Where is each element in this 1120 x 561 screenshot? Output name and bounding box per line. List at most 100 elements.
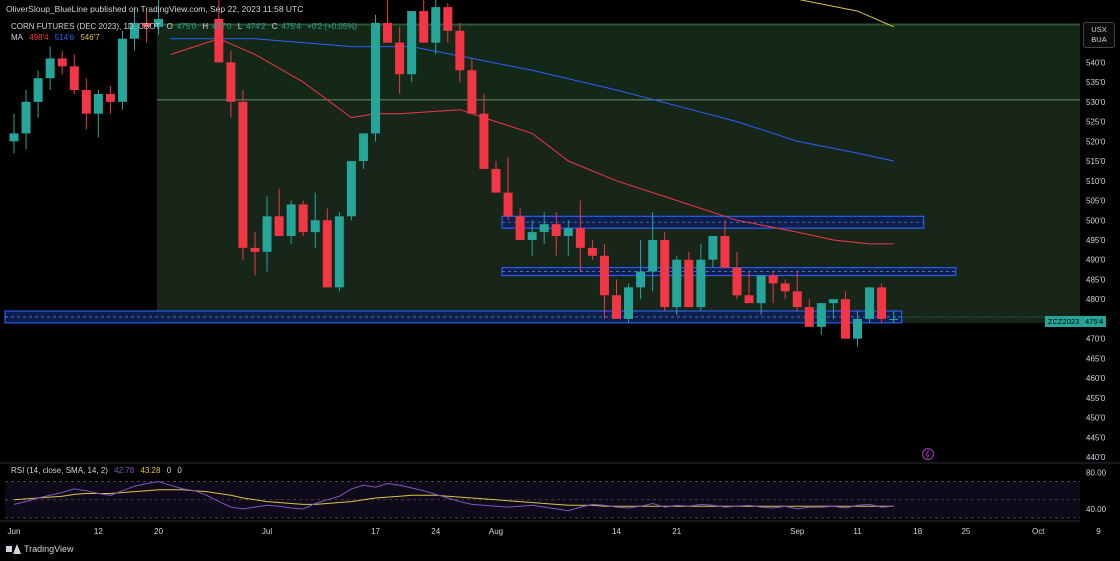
y-tick-label: 520'0	[1086, 137, 1106, 146]
candle-body	[575, 228, 585, 248]
y-tick-label: 490'0	[1086, 256, 1106, 265]
candle-body	[612, 295, 621, 319]
rsi-tick-label: 80.00	[1086, 469, 1107, 478]
y-tick-label: 540'0	[1086, 58, 1106, 67]
candle-body	[443, 7, 453, 31]
x-tick-label: Aug	[489, 527, 503, 536]
rsi-line	[13, 481, 894, 512]
candle-body	[865, 287, 875, 319]
ohlc-close-label: C	[271, 22, 278, 31]
x-tick-label: 20	[154, 527, 163, 536]
candle-body	[371, 22, 380, 134]
candle-body	[889, 318, 899, 320]
candle-body	[587, 247, 597, 256]
y-tick-label: 495'0	[1086, 236, 1106, 245]
x-tick-label: 25	[961, 527, 970, 536]
candle-body	[816, 303, 826, 327]
candle-body	[142, 22, 152, 27]
candle-body	[431, 7, 441, 43]
candle-body	[57, 58, 67, 67]
candle-body	[624, 287, 634, 319]
ohlc-high: 477'0	[212, 22, 232, 31]
candle-body	[539, 224, 549, 233]
candle-body	[804, 307, 814, 327]
rsi-ma-value: 43.28	[140, 466, 161, 475]
x-tick-label: Jun	[8, 527, 21, 536]
candle-body	[286, 204, 296, 237]
symbol-legend: CORN FUTURES (DEC 2023), 1D, CBOT O 475'0…	[11, 22, 361, 31]
y-tick-label: 450'0	[1086, 414, 1106, 423]
ohlc-open-label: O	[166, 22, 173, 31]
y-tick-label: 440'0	[1086, 453, 1106, 462]
candle-body	[780, 283, 790, 292]
tradingview-logo[interactable]: TradingView	[6, 544, 74, 554]
ohlc-low: 474'2	[246, 22, 266, 31]
y-tick-label: 455'0	[1086, 394, 1106, 403]
candle-body	[720, 236, 730, 268]
x-tick-label: Jul	[262, 527, 272, 536]
rsi-title[interactable]: RSI (14, close, SMA, 14, 2)	[11, 466, 108, 475]
ma-legend: MA 498'4 514'6 546'7	[11, 33, 104, 42]
candle-body	[756, 275, 766, 304]
candle-body	[467, 70, 477, 114]
candle-body	[828, 299, 838, 304]
ma-label[interactable]: MA	[11, 33, 23, 42]
candle-body	[527, 232, 537, 240]
ohlc-close: 475'4	[281, 22, 301, 31]
candle-body	[491, 168, 501, 193]
candle-body	[322, 220, 332, 288]
candle-body	[708, 236, 718, 260]
symbol-price-tag: ZCZ2023	[1045, 316, 1083, 327]
currency-line1: USX	[1091, 25, 1107, 34]
rsi-ma-line	[13, 489, 894, 507]
currency-line2: BUA	[1091, 35, 1107, 44]
ma100-line	[170, 38, 894, 162]
candle-body	[563, 228, 573, 237]
range-box-lower	[157, 101, 1080, 323]
candle-body	[479, 113, 489, 169]
y-tick-label: 535'0	[1086, 78, 1106, 87]
candle-body	[21, 101, 31, 134]
rsi-legend: RSI (14, close, SMA, 14, 2) 42.78 43.28 …	[11, 466, 186, 475]
candle-body	[33, 78, 43, 102]
candle-body	[69, 66, 79, 90]
candle-body	[732, 267, 742, 296]
x-tick-label: 11	[853, 527, 862, 536]
y-tick-label: 470'0	[1086, 335, 1106, 344]
x-tick-label: 21	[672, 527, 681, 536]
candle-body	[214, 18, 224, 63]
candle-body	[238, 101, 248, 248]
rsi-value: 42.78	[114, 466, 135, 475]
y-tick-label: 460'0	[1086, 374, 1106, 383]
candle-body	[45, 58, 55, 79]
x-tick-label: Sep	[790, 527, 805, 536]
candle-body	[262, 216, 272, 252]
candle-body	[599, 255, 609, 296]
x-tick-label: 24	[431, 527, 440, 536]
candle-body	[853, 318, 862, 339]
currency-unit-button[interactable]: USX BUA	[1083, 22, 1115, 48]
y-tick-label: 500'0	[1086, 216, 1106, 225]
candle-body	[503, 192, 513, 217]
ohlc-low-label: L	[237, 22, 243, 31]
candle-body	[105, 93, 115, 102]
candle-body	[877, 287, 887, 319]
flash-icon-bolt	[925, 449, 930, 459]
ma100-value: 514'6	[54, 33, 75, 42]
candle-body	[455, 30, 465, 71]
candle-body	[383, 22, 393, 43]
ma50-line	[170, 38, 894, 245]
candle-body	[672, 259, 682, 308]
candle-body	[792, 291, 802, 308]
ma50-value: 498'4	[29, 33, 49, 42]
x-tick-label: 12	[94, 527, 103, 536]
candle-body	[696, 259, 706, 308]
x-tick-label: 18	[913, 527, 922, 536]
tradingview-icon	[6, 544, 21, 554]
candle-body	[250, 247, 260, 252]
y-tick-label: 485'0	[1086, 275, 1106, 284]
last-price-tag: 475'4	[1082, 316, 1107, 327]
symbol-title[interactable]: CORN FUTURES (DEC 2023), 1D, CBOT	[11, 22, 161, 31]
candle-body	[840, 299, 850, 339]
